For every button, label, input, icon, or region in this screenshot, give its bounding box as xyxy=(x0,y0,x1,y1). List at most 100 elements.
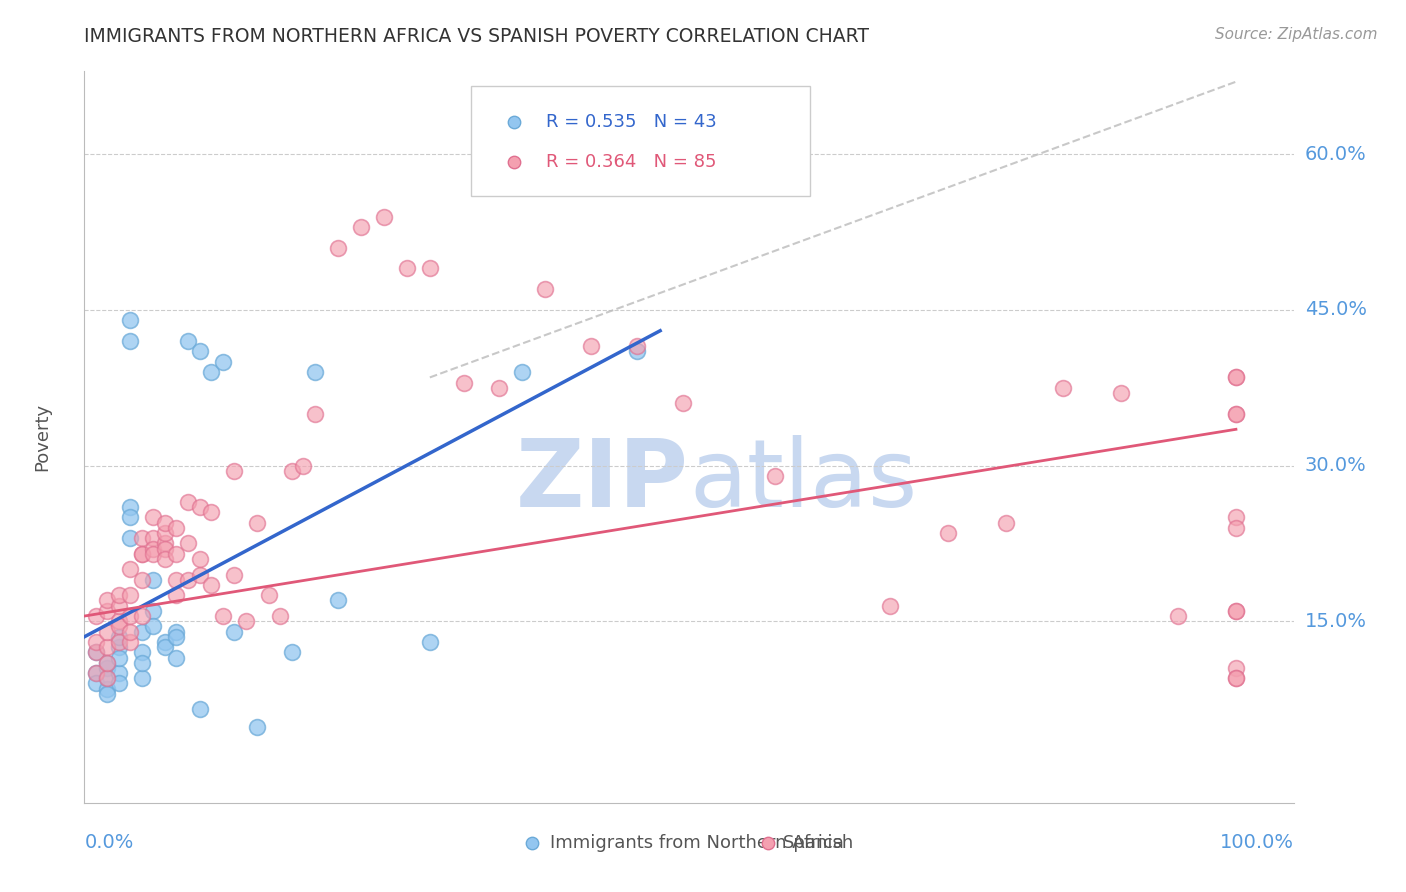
Point xyxy=(222,624,245,639)
Text: R = 0.535   N = 43: R = 0.535 N = 43 xyxy=(547,112,717,131)
Point xyxy=(142,531,165,545)
Point xyxy=(200,505,222,519)
Point xyxy=(142,619,165,633)
Point xyxy=(257,588,280,602)
Point xyxy=(326,241,349,255)
Point xyxy=(211,609,233,624)
Point xyxy=(120,510,142,524)
Point xyxy=(131,671,153,685)
Point xyxy=(1225,604,1247,618)
Point xyxy=(142,541,165,556)
Text: 45.0%: 45.0% xyxy=(1305,301,1367,319)
Point xyxy=(142,510,165,524)
Point xyxy=(419,635,441,649)
Point xyxy=(84,645,107,659)
Point xyxy=(373,210,395,224)
Point xyxy=(120,609,142,624)
Point xyxy=(166,521,188,535)
Point xyxy=(108,614,131,628)
Point xyxy=(131,656,153,670)
Point xyxy=(326,593,349,607)
Point xyxy=(108,635,131,649)
Point xyxy=(120,624,142,639)
Point xyxy=(108,666,131,681)
Text: 30.0%: 30.0% xyxy=(1305,456,1367,475)
Point xyxy=(1225,521,1247,535)
Point xyxy=(488,381,510,395)
Point xyxy=(108,619,131,633)
Point xyxy=(120,334,142,348)
Point xyxy=(211,355,233,369)
Point xyxy=(142,573,165,587)
Point xyxy=(131,624,153,639)
Point xyxy=(177,573,200,587)
Point xyxy=(153,516,176,530)
Point xyxy=(1109,386,1132,401)
Point xyxy=(1225,370,1247,384)
Text: IMMIGRANTS FROM NORTHERN AFRICA VS SPANISH POVERTY CORRELATION CHART: IMMIGRANTS FROM NORTHERN AFRICA VS SPANI… xyxy=(84,27,869,45)
Point xyxy=(153,640,176,655)
Point xyxy=(96,624,118,639)
Point xyxy=(534,282,557,296)
Text: ZIP: ZIP xyxy=(516,435,689,527)
Point xyxy=(96,681,118,696)
Point xyxy=(166,547,188,561)
Point xyxy=(1225,510,1247,524)
Point xyxy=(84,666,107,681)
Point xyxy=(153,552,176,566)
Point xyxy=(166,650,188,665)
Text: 100.0%: 100.0% xyxy=(1219,833,1294,853)
Point xyxy=(579,339,602,353)
Point xyxy=(108,599,131,613)
Point xyxy=(350,219,373,234)
Point xyxy=(96,671,118,685)
Point xyxy=(188,552,211,566)
Point xyxy=(84,645,107,659)
Point xyxy=(153,541,176,556)
Point xyxy=(131,645,153,659)
Point xyxy=(166,630,188,644)
Text: Poverty: Poverty xyxy=(34,403,52,471)
Point xyxy=(453,376,475,390)
Point xyxy=(131,547,153,561)
Point xyxy=(120,531,142,545)
Point xyxy=(1225,671,1247,685)
Point xyxy=(108,588,131,602)
Text: R = 0.364   N = 85: R = 0.364 N = 85 xyxy=(547,153,717,170)
Point xyxy=(246,720,269,734)
Point xyxy=(395,261,418,276)
Point xyxy=(96,593,118,607)
Point xyxy=(131,547,153,561)
Point xyxy=(120,500,142,515)
Text: 0.0%: 0.0% xyxy=(84,833,134,853)
Point xyxy=(1225,671,1247,685)
Point xyxy=(142,604,165,618)
Point xyxy=(879,599,901,613)
Point xyxy=(84,666,107,681)
Point xyxy=(763,469,786,483)
Text: atlas: atlas xyxy=(689,435,917,527)
Point xyxy=(153,526,176,541)
Point xyxy=(510,365,533,379)
Point xyxy=(153,536,176,550)
Point xyxy=(96,656,118,670)
Point xyxy=(120,635,142,649)
Text: Immigrants from Northern Africa: Immigrants from Northern Africa xyxy=(550,834,844,852)
Point xyxy=(200,365,222,379)
Point xyxy=(131,531,153,545)
Point xyxy=(188,567,211,582)
Point xyxy=(96,656,118,670)
Point xyxy=(626,344,648,359)
Point xyxy=(131,573,153,587)
Point xyxy=(304,407,326,421)
Point xyxy=(108,676,131,690)
Point xyxy=(96,661,118,675)
Point xyxy=(419,261,441,276)
Point xyxy=(142,547,165,561)
Point xyxy=(1225,407,1247,421)
Point xyxy=(1225,407,1247,421)
Point xyxy=(84,676,107,690)
Point xyxy=(1167,609,1189,624)
Point xyxy=(96,687,118,701)
Point xyxy=(222,567,245,582)
